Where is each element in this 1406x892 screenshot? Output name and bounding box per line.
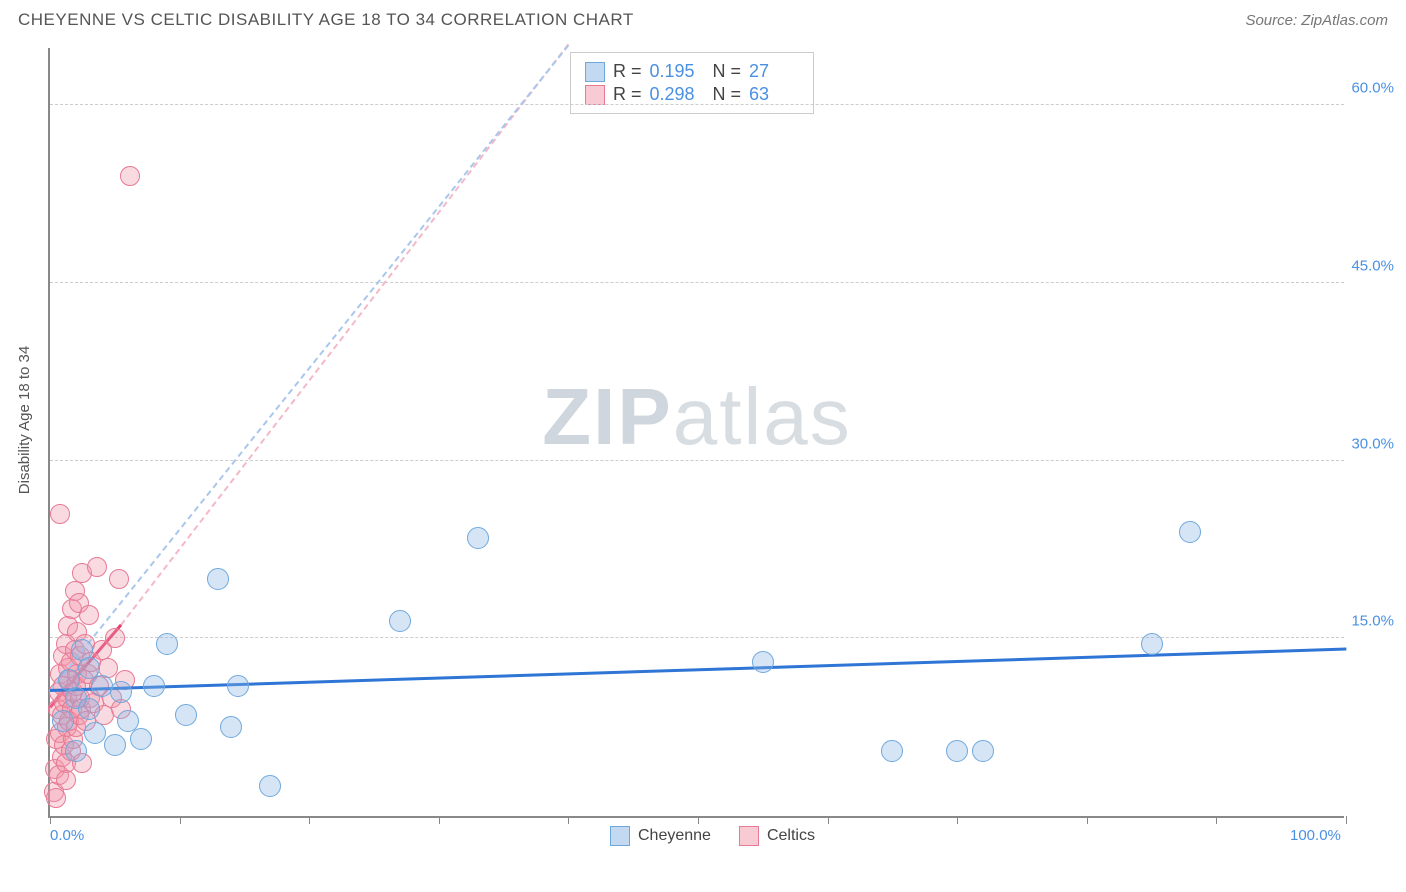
data-point <box>227 675 249 697</box>
x-tick <box>568 816 569 824</box>
gridline <box>50 282 1344 283</box>
data-point <box>156 633 178 655</box>
data-point <box>143 675 165 697</box>
y-tick-label: 30.0% <box>1351 435 1394 452</box>
legend-item-celtics: Celtics <box>739 826 815 846</box>
data-point <box>259 775 281 797</box>
stats-n-label: N = <box>708 61 742 82</box>
data-point <box>50 504 70 524</box>
y-axis-title: Disability Age 18 to 34 <box>16 346 33 494</box>
y-tick-label: 45.0% <box>1351 257 1394 274</box>
legend: Cheyenne Celtics <box>610 826 815 846</box>
x-tick <box>957 816 958 824</box>
trend-line <box>120 44 569 626</box>
watermark-atlas: atlas <box>673 372 852 461</box>
watermark-zip: ZIP <box>542 372 672 461</box>
x-tick <box>1216 816 1217 824</box>
stats-row-celtics: R = 0.298 N = 63 <box>585 84 799 105</box>
data-point <box>946 740 968 762</box>
data-point <box>56 770 76 790</box>
data-point <box>79 605 99 625</box>
x-tick-label: 0.0% <box>50 827 84 844</box>
data-point <box>104 734 126 756</box>
data-point <box>175 704 197 726</box>
chart-source: Source: ZipAtlas.com <box>1245 12 1388 29</box>
y-tick-label: 15.0% <box>1351 613 1394 630</box>
legend-item-cheyenne: Cheyenne <box>610 826 711 846</box>
stats-row-cheyenne: R = 0.195 N = 27 <box>585 61 799 82</box>
data-point <box>87 557 107 577</box>
gridline <box>50 104 1344 105</box>
stats-n-value-cheyenne: 27 <box>749 61 799 82</box>
data-point <box>110 681 132 703</box>
x-tick-label: 100.0% <box>1290 827 1341 844</box>
stats-swatch-cheyenne <box>585 62 605 82</box>
stats-n-label: N = <box>708 84 742 105</box>
x-tick <box>698 816 699 824</box>
scatter-chart: ZIPatlas R = 0.195 N = 27 R = 0.298 N = … <box>48 48 1344 818</box>
data-point <box>78 698 100 720</box>
x-tick <box>439 816 440 824</box>
stats-swatch-celtics <box>585 85 605 105</box>
data-point <box>752 651 774 673</box>
data-point <box>389 610 411 632</box>
x-tick <box>309 816 310 824</box>
stats-r-label: R = <box>613 61 642 82</box>
x-tick <box>1087 816 1088 824</box>
y-tick-label: 60.0% <box>1351 80 1394 97</box>
data-point <box>220 716 242 738</box>
stats-r-label: R = <box>613 84 642 105</box>
stats-r-value-cheyenne: 0.195 <box>650 61 700 82</box>
x-tick <box>828 816 829 824</box>
data-point <box>1141 633 1163 655</box>
x-tick <box>180 816 181 824</box>
data-point <box>109 569 129 589</box>
data-point <box>84 722 106 744</box>
stats-n-value-celtics: 63 <box>749 84 799 105</box>
data-point <box>467 527 489 549</box>
x-tick <box>1346 816 1347 824</box>
x-tick <box>50 816 51 824</box>
legend-swatch-cheyenne <box>610 826 630 846</box>
legend-swatch-celtics <box>739 826 759 846</box>
data-point <box>105 628 125 648</box>
data-point <box>130 728 152 750</box>
legend-label-celtics: Celtics <box>767 827 815 845</box>
legend-label-cheyenne: Cheyenne <box>638 827 711 845</box>
trend-line <box>49 44 569 691</box>
data-point <box>46 788 66 808</box>
data-point <box>120 166 140 186</box>
data-point <box>65 740 87 762</box>
data-point <box>1179 521 1201 543</box>
data-point <box>52 710 74 732</box>
chart-header: CHEYENNE VS CELTIC DISABILITY AGE 18 TO … <box>0 0 1406 36</box>
watermark: ZIPatlas <box>542 371 851 463</box>
stats-r-value-celtics: 0.298 <box>650 84 700 105</box>
data-point <box>881 740 903 762</box>
gridline <box>50 460 1344 461</box>
data-point <box>972 740 994 762</box>
data-point <box>207 568 229 590</box>
chart-title: CHEYENNE VS CELTIC DISABILITY AGE 18 TO … <box>18 10 634 30</box>
